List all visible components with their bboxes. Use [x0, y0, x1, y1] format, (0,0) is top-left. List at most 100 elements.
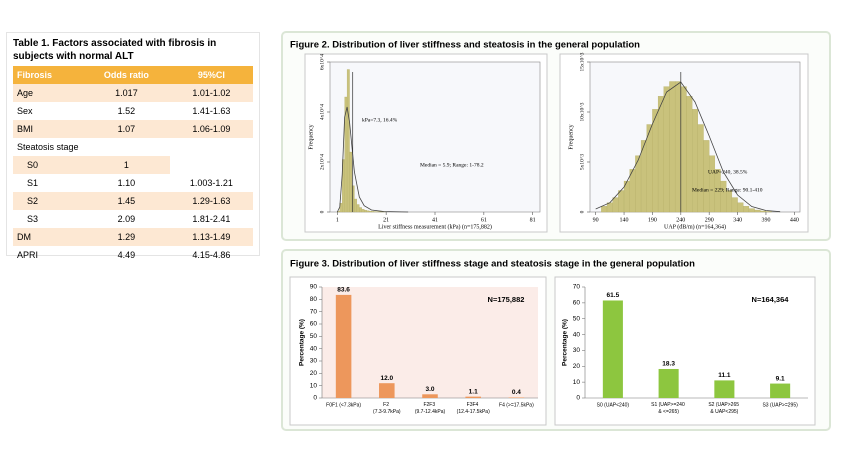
y-tick-label: 6x10^4 — [319, 54, 325, 71]
annotation: N=164,364 — [752, 295, 790, 304]
table-cell: 1.29-1.63 — [169, 192, 253, 210]
y-axis-label: Percentage (%) — [299, 319, 306, 366]
histogram-bar — [612, 197, 619, 213]
histogram-bar — [657, 96, 664, 213]
x-tick-label: 290 — [705, 217, 714, 223]
table-cell: 1.29 — [83, 228, 170, 246]
histogram-bar — [606, 202, 613, 213]
x-tick-label: 21 — [383, 217, 389, 223]
header-cell: Odds ratio — [83, 66, 170, 84]
table-row: Age 1.017 1.01-1.02 — [13, 84, 253, 102]
y-tick-label: 15x10^3 — [579, 52, 585, 71]
plot-area — [322, 287, 538, 398]
table-header: Fibrosis Odds ratio 95%CI — [13, 66, 253, 84]
y-tick-label: 20 — [573, 363, 581, 370]
bar — [335, 294, 352, 398]
y-tick-label: 10x10^3 — [579, 102, 585, 121]
table-row: BMI 1.07 1.06-1.09 — [13, 120, 253, 138]
histogram-bar — [346, 69, 350, 213]
y-tick-label: 2x10^4 — [319, 154, 325, 171]
table-cell: S2 — [13, 192, 84, 210]
histogram-bar — [737, 202, 744, 213]
y-tick-label: 80 — [310, 296, 318, 303]
table-cell: Age — [13, 84, 84, 102]
value-label: 61.5 — [607, 292, 620, 299]
y-tick-label: 5x10^3 — [579, 154, 585, 171]
x-tick-label: 90 — [593, 217, 599, 223]
table-cell: 1.017 — [83, 84, 170, 102]
histogram-bar — [726, 190, 733, 213]
bar — [658, 368, 679, 398]
table-row: S1 1.10 1.003-1.21 — [13, 174, 253, 192]
histogram-bar — [364, 210, 367, 213]
table-cell: 1.52 — [117, 106, 136, 116]
histogram-bar — [351, 185, 355, 213]
x-tick-label: 140 — [620, 217, 629, 223]
histogram-bar — [731, 197, 738, 213]
table-cell: DM — [13, 228, 84, 246]
table-row: Sex 1.52 1.41-1.63 — [13, 102, 253, 120]
value-label: 83.6 — [337, 287, 350, 294]
table-cell: 4.15-4.86 — [192, 250, 231, 260]
x-tick-label: F2 (7.3-9.7kPa) — [373, 402, 401, 415]
x-tick-label: S0 (UAP<240) — [597, 402, 630, 408]
table-panel: Table 1. Factors associated with fibrosi… — [6, 32, 260, 260]
annotation: kPa=7.3, 16.4% — [362, 117, 398, 123]
x-tick-label: 390 — [761, 217, 770, 223]
table-row: APRI 4.49 4.15-4.86 — [13, 246, 253, 264]
histogram-bar — [748, 208, 755, 213]
histogram-bar — [646, 124, 653, 213]
y-tick-label: 4x10^4 — [319, 104, 325, 121]
annotation: UAP=240, 38.5% — [708, 169, 748, 175]
table-row: Steatosis stage — [13, 138, 253, 156]
y-tick-label: 0 — [579, 210, 585, 213]
x-tick-label: 190 — [648, 217, 657, 223]
table-cell: 1.003-1.21 — [189, 178, 233, 188]
histogram-bar — [371, 211, 375, 213]
bar — [379, 383, 395, 398]
y-tick-label: 0 — [313, 395, 317, 402]
value-label: 12.0 — [380, 375, 393, 382]
x-axis-label: Liver stiffness measurement (kPa) (n=175… — [378, 223, 492, 230]
x-tick-label: S3 (UAP>=295) — [762, 402, 798, 408]
x-tick-label: F2F3 (9.7-12.4kPa) — [415, 402, 446, 415]
value-label: 9.1 — [776, 375, 785, 382]
table-cell: 1.81-2.41 — [192, 214, 231, 224]
histogram-bar — [754, 209, 761, 213]
y-tick-label: 70 — [573, 284, 581, 291]
y-tick-label: 10 — [573, 379, 581, 386]
x-tick-label: 41 — [432, 217, 438, 223]
histogram-bar — [366, 210, 370, 213]
value-label: 1.1 — [469, 388, 478, 395]
annotation: Median = 5.9; Range: 1-78.2 — [420, 162, 484, 168]
histogram-bar — [618, 190, 625, 213]
histogram-bar — [361, 209, 365, 213]
x-tick-label: 440 — [790, 217, 799, 223]
table-cell: Sex — [17, 106, 33, 116]
histogram-bar — [629, 169, 636, 213]
histogram-bar — [359, 207, 362, 213]
y-axis-label: Frequency — [568, 124, 574, 149]
y-tick-label: 90 — [310, 284, 318, 291]
table-cell: S3 — [27, 214, 39, 224]
table-cell: 2.09 — [117, 214, 136, 224]
y-tick-label: 70 — [310, 308, 318, 315]
histogram-bar — [663, 86, 670, 213]
table-cell: 1.01-1.02 — [169, 84, 253, 102]
table-cell: 1.10 — [117, 178, 136, 188]
x-tick-label: F4 (>=17.5kPa) — [499, 402, 534, 408]
fit-curve — [336, 106, 409, 213]
x-tick-label: F3F4 (12.4-17.5kPa) — [457, 402, 490, 415]
value-label: 18.3 — [662, 361, 675, 368]
y-tick-label: 50 — [310, 333, 318, 340]
table-cell: 1.07 — [83, 120, 170, 138]
table-cell: S1 — [27, 178, 39, 188]
bar — [770, 383, 791, 398]
header-cell: 95%CI — [169, 66, 253, 84]
table-row: DM 1.29 1.13-1.49 — [13, 228, 253, 246]
histogram-bar — [680, 86, 687, 213]
x-tick-label: S1 (UAP>=240 & <=265) — [651, 402, 686, 415]
histogram-bar — [703, 140, 710, 213]
